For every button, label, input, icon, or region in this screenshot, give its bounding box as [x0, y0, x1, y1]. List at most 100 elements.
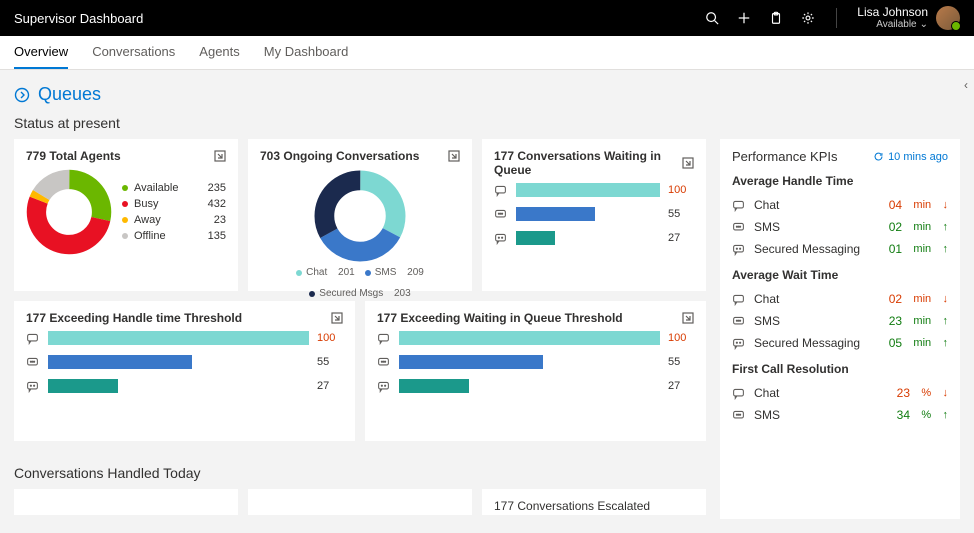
conv-today-title: Conversations Handled Today [14, 465, 710, 481]
chevron-circle-icon[interactable] [14, 87, 30, 103]
legend-label: Secured Msgs [319, 288, 383, 299]
tab-conversations[interactable]: Conversations [92, 36, 175, 69]
bar-track [48, 379, 309, 393]
card-peek-2 [248, 489, 472, 515]
topbar-actions: Lisa Johnson Available⌄ [704, 5, 960, 31]
kpi-row: SMS 34 % ↑ [732, 404, 948, 426]
gear-icon[interactable] [800, 10, 816, 26]
expand-icon[interactable] [682, 157, 694, 169]
legend-label: Available [134, 182, 202, 194]
kpi-value: 23 min ↑ [889, 314, 948, 328]
sms-icon [377, 356, 391, 369]
conversations-today: Conversations Handled Today 177 Conversa… [14, 461, 710, 515]
secured-icon [377, 380, 391, 393]
card-ongoing: 703 Ongoing Conversations Chat 201SMS 20… [248, 139, 472, 291]
card-exceed-wait: 177 Exceeding Waiting in Queue Threshold… [365, 301, 706, 441]
kpi-panel: Performance KPIs 10 mins ago Average Han… [720, 139, 960, 519]
avatar[interactable] [936, 6, 960, 30]
kpi-row: Secured Messaging 05 min ↑ [732, 332, 948, 354]
kpi-value: 34 % ↑ [897, 408, 948, 422]
card-title: 177 Conversations Escalated [494, 499, 694, 513]
card-title: 177 Conversations Waiting in Queue [494, 149, 682, 177]
bar-row: 55 [26, 355, 343, 369]
clipboard-icon[interactable] [768, 10, 784, 26]
user-name: Lisa Johnson [857, 5, 928, 19]
expand-icon[interactable] [682, 312, 694, 324]
secured-icon [26, 380, 40, 393]
kpi-value: 04 min ↓ [889, 198, 948, 212]
chat-icon [732, 387, 746, 400]
sms-icon [732, 315, 746, 328]
legend-item: Secured Msgs 203 [309, 288, 410, 299]
bar-fill [516, 207, 595, 221]
trend-up-icon: ↑ [943, 337, 949, 349]
trend-down-icon: ↓ [943, 387, 949, 399]
legend-row: Available235 [122, 180, 226, 196]
tab-agents[interactable]: Agents [199, 36, 239, 69]
legend-row: Away23 [122, 212, 226, 228]
app-title: Supervisor Dashboard [14, 11, 704, 26]
refresh-icon [873, 151, 884, 162]
bar-row: 100 [494, 183, 694, 197]
bar-fill [516, 183, 660, 197]
legend-dot [122, 233, 128, 239]
card-title: 703 Ongoing Conversations [260, 149, 419, 163]
bar-value: 55 [668, 356, 694, 368]
legend-label: SMS [375, 267, 397, 278]
sms-icon [494, 208, 508, 221]
card-title: 177 Exceeding Waiting in Queue Threshold [377, 311, 623, 325]
kpi-label: Chat [754, 198, 881, 212]
trend-down-icon: ↓ [943, 199, 949, 211]
bar-row: 27 [377, 379, 694, 393]
exceed-handle-bars: 100 55 27 [26, 331, 343, 393]
legend-row: Offline135 [122, 228, 226, 244]
bar-track [516, 183, 660, 197]
kpi-row: SMS 02 min ↑ [732, 216, 948, 238]
legend-value: 135 [208, 230, 226, 242]
expand-icon[interactable] [214, 150, 226, 162]
bar-track [516, 231, 660, 245]
bar-row: 100 [377, 331, 694, 345]
agents-legend: Available235Busy432Away23Offline135 [122, 180, 226, 244]
legend-item: SMS 209 [365, 267, 424, 278]
secured-icon [732, 243, 746, 256]
kpi-value: 02 min ↑ [889, 220, 948, 234]
expand-icon[interactable] [331, 312, 343, 324]
card-title: 177 Exceeding Handle time Threshold [26, 311, 242, 325]
section-title: Status at present [14, 115, 960, 131]
bar-value: 27 [668, 380, 694, 392]
collapse-panel-icon[interactable]: ‹ [964, 78, 968, 92]
nav-tabs: Overview Conversations Agents My Dashboa… [0, 36, 974, 70]
trend-up-icon: ↑ [943, 409, 949, 421]
sms-icon [26, 356, 40, 369]
kpi-section-title: First Call Resolution [732, 362, 948, 376]
trend-up-icon: ↑ [943, 315, 949, 327]
expand-icon[interactable] [448, 150, 460, 162]
bar-row: 55 [494, 207, 694, 221]
trend-down-icon: ↓ [943, 293, 949, 305]
kpi-value: 05 min ↑ [889, 336, 948, 350]
legend-dot [122, 201, 128, 207]
kpi-value: 01 min ↑ [889, 242, 948, 256]
card-peek-1 [14, 489, 238, 515]
add-icon[interactable] [736, 10, 752, 26]
kpi-row: Chat 23 % ↓ [732, 382, 948, 404]
chat-icon [26, 332, 40, 345]
legend-value: 23 [214, 214, 226, 226]
bar-track [48, 331, 309, 345]
legend-value: 432 [208, 198, 226, 210]
bar-fill [399, 355, 543, 369]
bar-row: 55 [377, 355, 694, 369]
tab-my-dashboard[interactable]: My Dashboard [264, 36, 349, 69]
separator [836, 8, 837, 28]
bar-row: 27 [26, 379, 343, 393]
legend-label: Chat [306, 267, 327, 278]
trend-up-icon: ↑ [943, 243, 949, 255]
bar-row: 100 [26, 331, 343, 345]
legend-value: 203 [394, 288, 411, 299]
kpi-value: 23 % ↓ [897, 386, 948, 400]
search-icon[interactable] [704, 10, 720, 26]
tab-overview[interactable]: Overview [14, 36, 68, 69]
kpi-refresh[interactable]: 10 mins ago [873, 151, 948, 163]
user-menu[interactable]: Lisa Johnson Available⌄ [857, 5, 960, 31]
